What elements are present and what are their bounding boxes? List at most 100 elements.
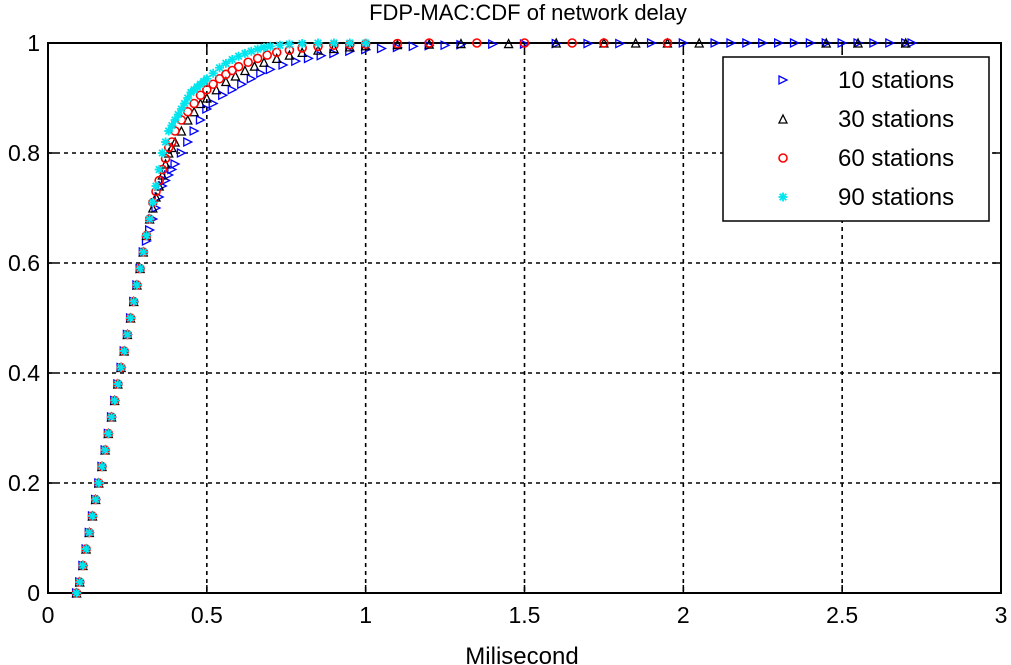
legend-marker bbox=[777, 113, 789, 124]
data-point bbox=[284, 39, 294, 49]
data-point bbox=[201, 92, 212, 103]
x-tick-label: 2 bbox=[677, 602, 690, 628]
data-point bbox=[551, 37, 562, 48]
data-point bbox=[189, 98, 199, 109]
data-point bbox=[208, 98, 219, 109]
data-point bbox=[821, 37, 832, 49]
data-point bbox=[243, 57, 253, 68]
data-point bbox=[173, 110, 183, 119]
x-tick-label: 3 bbox=[995, 602, 1008, 628]
legend-entry: 10 stations bbox=[778, 67, 954, 94]
data-point bbox=[195, 114, 206, 126]
data-point bbox=[488, 39, 499, 50]
data-point bbox=[265, 64, 276, 75]
data-point bbox=[297, 46, 308, 57]
data-point bbox=[773, 37, 785, 49]
data-point bbox=[852, 37, 864, 48]
data-point bbox=[72, 588, 82, 598]
data-point bbox=[100, 445, 110, 455]
data-point bbox=[126, 313, 136, 323]
legend: 10 stations 30 stations 60 stations 90 stat… bbox=[722, 56, 990, 222]
data-point bbox=[694, 37, 705, 48]
data-point bbox=[202, 84, 212, 95]
data-point bbox=[110, 396, 120, 405]
data-point bbox=[87, 511, 97, 521]
data-point bbox=[900, 37, 911, 48]
y-tick-label: 1 bbox=[27, 30, 40, 56]
x-axis-label: Milisecond bbox=[465, 643, 578, 665]
x-axis-tick-labels: 0 0.5 1 1.5 2 2.5 3 bbox=[42, 602, 1008, 628]
data-point bbox=[211, 84, 222, 95]
data-point bbox=[119, 346, 129, 356]
data-point bbox=[237, 79, 248, 90]
x-tick-label: 0.5 bbox=[191, 602, 223, 628]
y-tick-label: 0 bbox=[27, 580, 40, 606]
data-point bbox=[329, 38, 339, 48]
data-point bbox=[135, 264, 145, 273]
legend-marker bbox=[778, 74, 789, 86]
data-point bbox=[145, 214, 155, 224]
data-point bbox=[239, 65, 251, 76]
legend-label: 60 stations bbox=[838, 145, 954, 172]
data-point bbox=[176, 147, 187, 159]
data-point bbox=[821, 37, 832, 48]
data-point bbox=[220, 76, 231, 87]
data-point bbox=[392, 38, 403, 49]
legend-entry: 60 stations bbox=[778, 145, 954, 172]
y-tick-label: 0.6 bbox=[8, 250, 40, 276]
data-point bbox=[103, 429, 113, 438]
data-point bbox=[227, 55, 237, 64]
data-point bbox=[107, 412, 117, 422]
data-point bbox=[183, 136, 194, 148]
x-tick-label: 0 bbox=[42, 602, 55, 628]
legend-marker bbox=[778, 153, 788, 163]
data-point bbox=[284, 49, 295, 60]
data-point bbox=[151, 181, 161, 191]
data-point bbox=[583, 38, 594, 49]
data-point bbox=[195, 90, 206, 101]
data-point bbox=[78, 561, 88, 570]
data-point bbox=[275, 40, 285, 50]
data-point bbox=[233, 61, 244, 72]
data-series bbox=[71, 37, 918, 599]
data-point bbox=[154, 165, 164, 174]
y-tick-label: 0.4 bbox=[8, 360, 40, 386]
data-point bbox=[215, 63, 225, 73]
data-point bbox=[361, 38, 371, 48]
data-point bbox=[170, 136, 181, 147]
data-point bbox=[170, 115, 180, 125]
data-point bbox=[84, 528, 94, 537]
data-point bbox=[567, 38, 577, 48]
data-point bbox=[252, 53, 263, 64]
data-point bbox=[246, 73, 257, 84]
data-point bbox=[376, 43, 388, 54]
data-point bbox=[166, 142, 177, 153]
data-point bbox=[291, 56, 302, 67]
data-point bbox=[758, 37, 769, 49]
data-point bbox=[424, 38, 435, 49]
data-point bbox=[265, 41, 275, 51]
x-tick-label: 1.5 bbox=[509, 602, 541, 628]
data-point bbox=[440, 40, 451, 51]
data-point bbox=[170, 158, 181, 170]
data-point bbox=[789, 37, 800, 49]
data-point bbox=[303, 53, 314, 64]
data-point bbox=[313, 38, 323, 48]
legend-entry: 30 stations bbox=[777, 106, 954, 133]
data-point bbox=[262, 50, 272, 60]
data-point bbox=[161, 137, 171, 147]
data-point bbox=[202, 74, 212, 84]
data-point bbox=[599, 38, 609, 48]
data-point bbox=[129, 297, 139, 306]
data-point bbox=[91, 495, 101, 504]
data-point bbox=[189, 125, 200, 137]
data-point bbox=[116, 363, 126, 372]
data-point bbox=[901, 37, 912, 49]
data-point bbox=[742, 37, 753, 49]
data-point bbox=[278, 59, 289, 71]
x-tick-label: 2.5 bbox=[826, 602, 858, 628]
data-point bbox=[726, 37, 737, 49]
data-point bbox=[805, 37, 816, 49]
series-90-stations bbox=[72, 38, 371, 598]
data-point bbox=[259, 42, 269, 52]
